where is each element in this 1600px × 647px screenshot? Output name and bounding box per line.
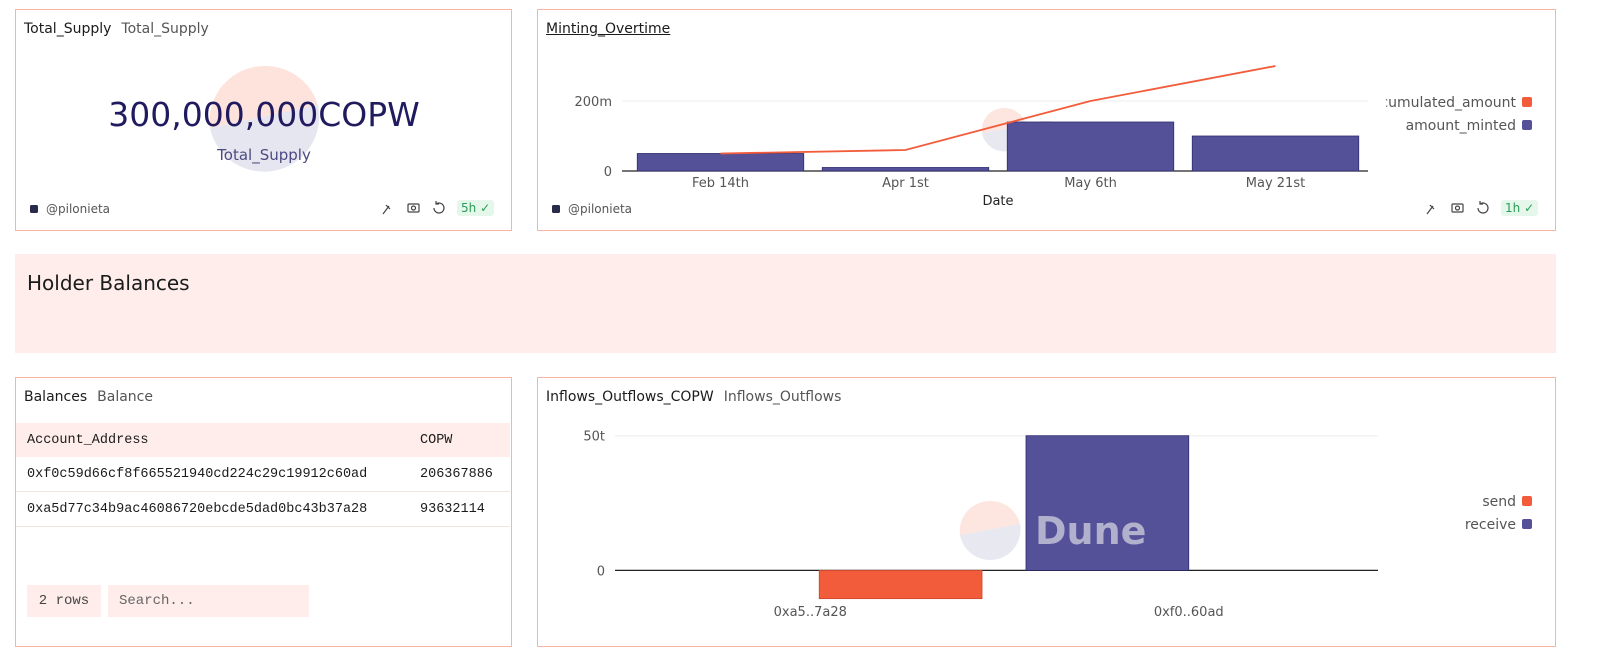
row-count: 2 rows [27, 585, 101, 617]
legend-label: receive [1465, 517, 1516, 533]
y-tick-label: 50t [583, 430, 605, 445]
x-tick-label: 0xa5..7a28 [774, 605, 847, 620]
inflows-panel: Inflows_Outflows_COPW Inflows_Outflows 0 5… [537, 377, 1556, 647]
bar [1025, 435, 1190, 571]
bar [1191, 135, 1360, 172]
panel-icons[interactable] [382, 201, 445, 215]
legend-swatch [1522, 519, 1532, 529]
counter-value: 300,000,000COPW [108, 95, 420, 134]
legend-swatch [1522, 97, 1532, 107]
bar [1006, 121, 1175, 172]
panel-header: Inflows_Outflows_COPW Inflows_Outflows [546, 389, 841, 405]
panel-title: Balances [24, 389, 88, 405]
age: 1h [1505, 201, 1521, 215]
section-title: Holder Balances [27, 271, 190, 295]
bar [818, 569, 983, 600]
line [720, 65, 1276, 155]
counter-panel: Total_Supply Total_Supply 300,000,000COPW… [15, 9, 512, 231]
age-badge: 5h ✓ [457, 200, 495, 216]
cell: 206367886 [420, 467, 493, 482]
watermark-logo [209, 65, 318, 128]
panel-icons[interactable] [1426, 201, 1489, 215]
panel-title: Minting_Overtime [546, 21, 671, 37]
panel-title: Inflows_Outflows_COPW [546, 389, 714, 405]
column-header[interactable]: COPW [420, 433, 453, 448]
legend-label: amount_minted [1406, 118, 1516, 134]
x-tick-label: Apr 1st [882, 176, 929, 191]
search-input[interactable]: Search... [108, 585, 309, 617]
author[interactable]: @pilonieta [46, 202, 110, 216]
legend-swatch [1522, 120, 1532, 130]
panel-title: Total_Supply [24, 21, 112, 37]
x-axis-label: Date [982, 194, 1013, 209]
author-avatar [30, 205, 38, 213]
legend-label: accumulated_amount [1364, 95, 1516, 111]
x-tick-label: May 21st [1246, 176, 1305, 191]
cell: 0xf0c59d66cf8f665521940cd224c29c19912c60… [27, 467, 368, 482]
x-tick-label: 0xf0..60ad [1154, 605, 1224, 620]
cell: 93632114 [420, 502, 485, 517]
x-tick-label: Feb 14th [692, 176, 749, 191]
y-tick-label: 0 [604, 165, 612, 180]
table: Account_Address COPW 0xf0c59d66cf8f66552… [16, 423, 510, 527]
bar [636, 153, 805, 172]
y-tick-label: 200m [575, 95, 612, 110]
author-avatar [552, 205, 560, 213]
watermark-logo [210, 105, 320, 172]
y-tick-label: 0 [597, 564, 605, 579]
counter-svg: 300,000,000COPW Total_Supply @pilonieta [30, 65, 445, 216]
section-banner: Holder Balances [15, 254, 1556, 353]
legend-label: send [1482, 494, 1516, 510]
author[interactable]: @pilonieta [568, 202, 632, 216]
panel-header[interactable]: Minting_Overtime [546, 21, 670, 37]
panel-tab[interactable]: Balance [97, 389, 153, 405]
panel-tab[interactable]: Total_Supply [121, 21, 209, 37]
legend-swatch [1522, 496, 1532, 506]
panel-header: Total_Supply Total_Supply [24, 21, 209, 37]
panel-tab[interactable]: Inflows_Outflows [723, 389, 842, 405]
table-header: Account_Address COPW [16, 423, 510, 457]
panel-header: Balances Balance [24, 389, 153, 405]
column-header[interactable]: Account_Address [27, 433, 149, 448]
table-row: 0xf0c59d66cf8f665521940cd224c29c19912c60… [16, 457, 510, 492]
age-badge: 1h ✓ [1501, 200, 1539, 216]
table-row: 0xa5d77c34b9ac46086720ebcde5dad0bc43b37a… [16, 492, 510, 527]
counter-label: Total_Supply [216, 146, 311, 165]
watermark-logo [959, 500, 1020, 535]
table-panel: Balances Balance Account_Address COPW 0xf… [15, 377, 512, 647]
chart: 0 50t 0xa5..7a28 0xf0..60ad send receive Dune [583, 430, 1532, 620]
age: 5h [461, 201, 477, 215]
minting-panel: Minting_Overtime Dune @pilonieta 0200mFe… [537, 9, 1556, 231]
cell: 0xa5d77c34b9ac46086720ebcde5dad0bc43b37a… [27, 502, 368, 517]
watermark-logo [960, 524, 1021, 560]
watermark: Dune [1035, 509, 1146, 553]
x-tick-label: May 6th [1064, 176, 1117, 191]
bar [821, 167, 990, 172]
